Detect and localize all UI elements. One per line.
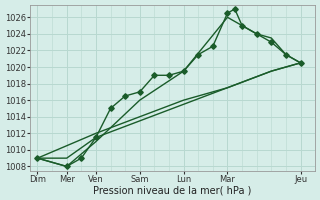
X-axis label: Pression niveau de la mer( hPa ): Pression niveau de la mer( hPa )	[93, 185, 252, 195]
